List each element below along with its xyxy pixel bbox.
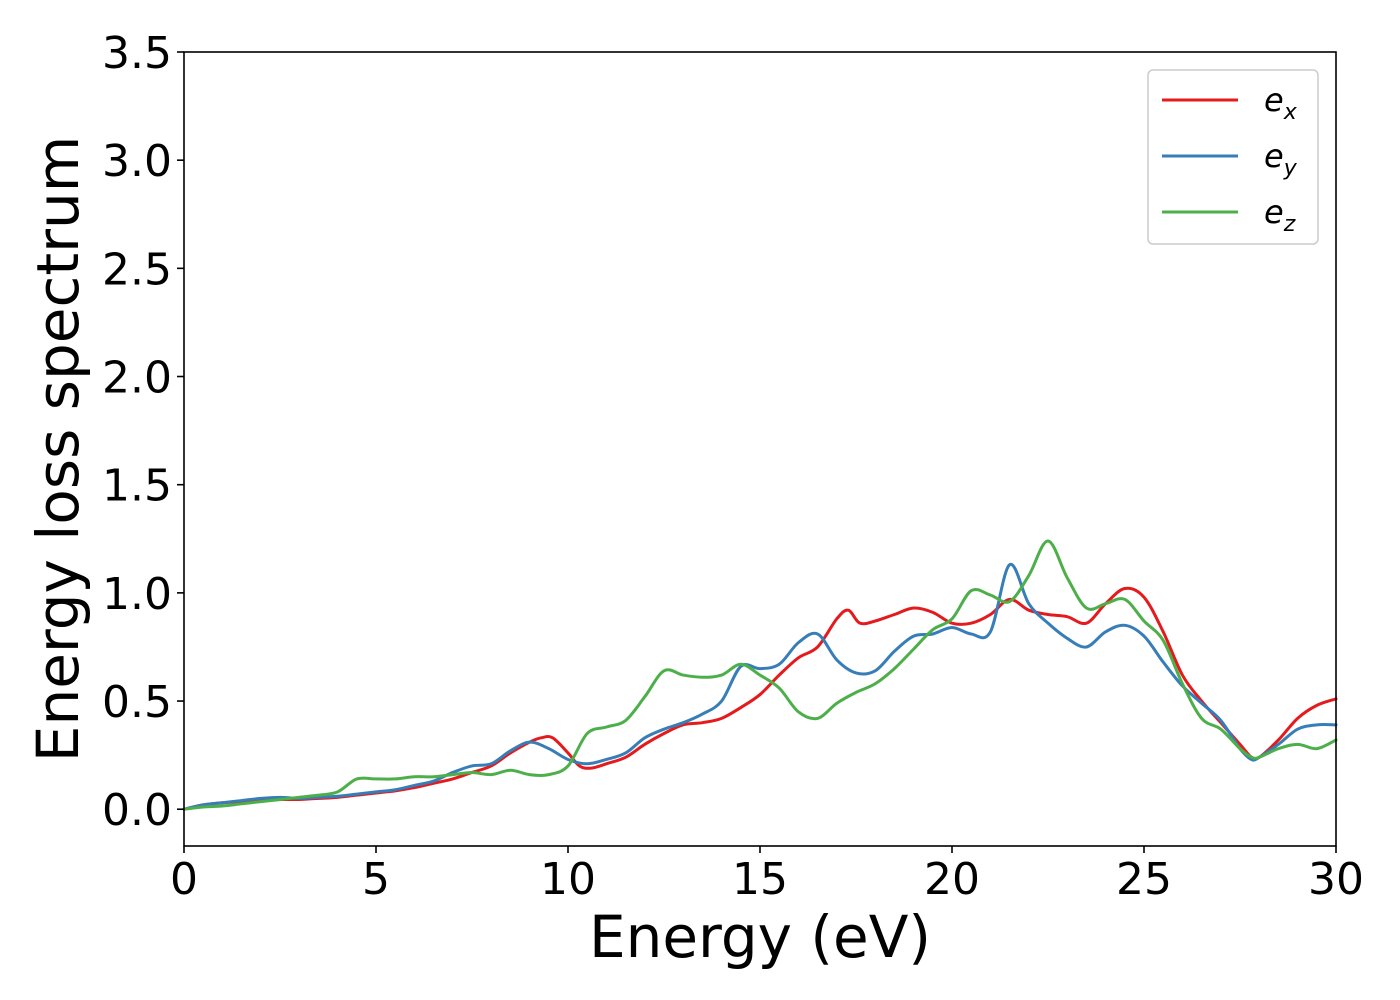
y-tick-label: 1.0 [102,569,172,620]
y-axis-title: Energy loss spectrum [24,136,92,762]
series-line-e-z [182,539,1338,811]
x-tick-label: 0 [170,854,198,905]
y-tick-label: 3.0 [102,136,172,187]
legend-label-x: ex [1264,81,1298,125]
plot-area [184,52,1336,846]
x-axis-title: Energy (eV) [589,903,931,971]
y-tick-label: 1.5 [102,461,172,512]
y-tick-label: 3.5 [102,28,172,79]
y-tick-label: 0.0 [102,785,172,836]
x-axis-ticks: 0 5 10 15 20 25 30 [170,846,1364,905]
y-axis-ticks: 0.0 0.5 1.0 1.5 2.0 2.5 3.0 3.5 [102,28,184,836]
series-line-e-y [182,563,1338,811]
x-tick-label: 30 [1308,854,1364,905]
x-tick-label: 15 [732,854,788,905]
y-tick-label: 2.0 [102,353,172,404]
y-tick-label: 2.5 [102,244,172,295]
y-tick-label: 0.5 [102,677,172,728]
x-tick-label: 5 [362,854,390,905]
x-tick-label: 25 [1116,854,1172,905]
legend-label-z: ez [1264,193,1296,237]
legend-label-y: ey [1264,137,1298,181]
legend: ex ey ez [1147,69,1319,245]
x-tick-label: 20 [924,854,980,905]
x-tick-label: 10 [540,854,596,905]
series-lines [182,539,1338,811]
